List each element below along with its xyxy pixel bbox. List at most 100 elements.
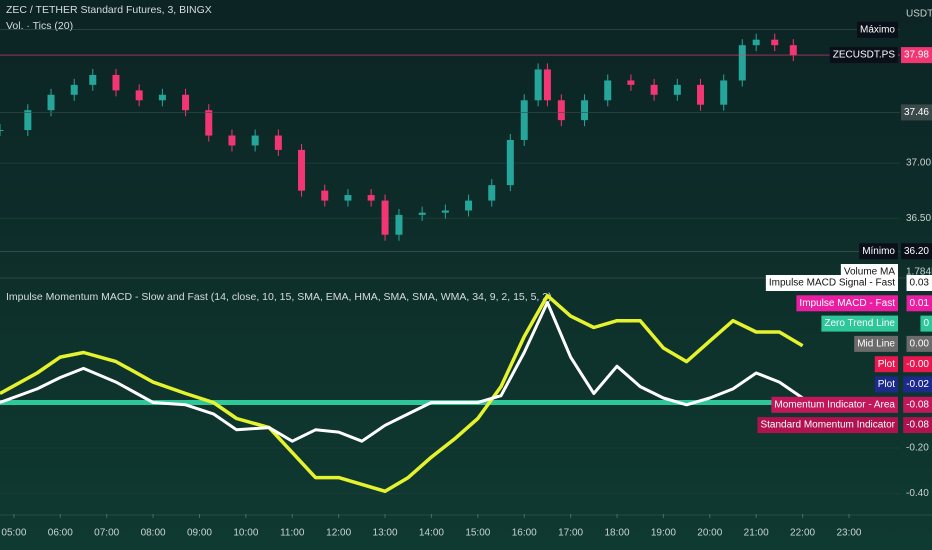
x-tick-label: 05:00 (1, 528, 26, 539)
volume-ma-value: 1.784K (906, 267, 932, 278)
candle-body (543, 69, 551, 101)
candle-body (627, 80, 635, 85)
legend-value: 0.00 (910, 339, 930, 350)
candle-body (47, 94, 55, 111)
volume-title: Vol. · Tics (20) (6, 20, 73, 32)
candle-body (251, 135, 259, 146)
candle-body (697, 84, 705, 105)
candle-body (789, 45, 797, 56)
x-tick-label: 16:00 (512, 528, 537, 539)
legend-value: 0 (923, 318, 929, 329)
legend-value: 0.01 (910, 298, 930, 309)
candle-body (738, 45, 746, 81)
legend-value: -0.08 (906, 399, 929, 410)
indicator-title: Impulse Momentum MACD - Slow and Fast (1… (6, 291, 552, 303)
candle-body (381, 200, 389, 235)
legend-name-box (874, 356, 898, 373)
legend-value-box (903, 417, 932, 434)
legend-value: -0.00 (906, 359, 929, 370)
candle-body (395, 214, 403, 235)
candle-body (418, 212, 426, 215)
candle-body (0, 130, 4, 132)
candle-body (465, 200, 473, 211)
legend-name-box (874, 376, 898, 393)
x-tick-label: 23:00 (836, 528, 861, 539)
candle-body (112, 74, 120, 91)
legend-name-box (771, 396, 898, 413)
x-tick-label: 19:00 (651, 528, 676, 539)
x-tick-label: 10:00 (233, 528, 258, 539)
y-tick-label: -0.20 (906, 443, 929, 454)
candle-body (604, 80, 612, 101)
candle-body (506, 139, 514, 186)
volume-ma-name: Volume MA (844, 267, 895, 278)
candle-body (205, 110, 213, 136)
legend-value: -0.02 (906, 379, 929, 390)
price-label-value: 37.46 (904, 107, 929, 118)
x-tick-label: 21:00 (744, 528, 769, 539)
candle-body (673, 84, 681, 95)
price-label-value-box (900, 243, 932, 260)
candle-body (89, 74, 97, 85)
candle-body (367, 195, 375, 201)
legend-name: Zero Trend Line (824, 318, 895, 329)
legend-name: Plot (878, 359, 895, 370)
legend-value-box (906, 295, 932, 312)
legend-value-box (906, 275, 932, 291)
candle-body (344, 195, 352, 201)
price-label-name: Máximo (860, 24, 895, 35)
candle-body (581, 100, 589, 121)
candle-body (520, 100, 528, 140)
y-tick-label: -0.40 (906, 488, 929, 499)
legend-value-box (906, 335, 932, 352)
candle-body (158, 94, 166, 101)
price-label-value-box (900, 104, 932, 121)
price-label-name-box (859, 243, 898, 260)
y-tick-label: 36.50 (906, 213, 931, 224)
x-tick-label: 14:00 (419, 528, 444, 539)
indicator-line (0, 293, 804, 494)
candle-body (752, 39, 760, 46)
legend-name-box (757, 417, 898, 434)
x-tick-label: 17:00 (558, 528, 583, 539)
legend-value: 0.03 (910, 278, 930, 289)
legend-name: Impulse MACD Signal - Fast (769, 278, 895, 289)
candle-body (135, 90, 143, 101)
indicator-line (0, 301, 804, 443)
x-tick-label: 09:00 (187, 528, 212, 539)
y-tick-label: 37.00 (906, 158, 931, 169)
candle-body (274, 135, 282, 150)
candle-body (228, 135, 236, 146)
candle-body (321, 190, 329, 201)
legend-name: Plot (878, 379, 895, 390)
x-tick-label: 12:00 (326, 528, 351, 539)
x-tick-label: 11:00 (280, 528, 305, 539)
legend-value-box (920, 315, 932, 332)
candle-body (298, 149, 306, 191)
x-tick-label: 15:00 (465, 528, 490, 539)
candle-body (24, 110, 32, 131)
x-tick-label: 08:00 (141, 528, 166, 539)
price-label-name: Mínimo (862, 246, 895, 257)
x-tick-label: 18:00 (604, 528, 629, 539)
legend-name-box (821, 315, 898, 332)
x-tick-label: 06:00 (48, 528, 73, 539)
candle-body (70, 84, 78, 95)
candle-body (720, 80, 728, 105)
candle-body (534, 69, 542, 101)
price-label-value-box (900, 47, 932, 64)
legend-value-box (903, 396, 932, 413)
candle-body (557, 100, 565, 121)
unit-label: USDT (906, 9, 932, 20)
x-tick-label: 22:00 (790, 528, 815, 539)
legend-name: Momentum Indicator - Area (774, 399, 895, 410)
legend-name: Impulse MACD - Fast (799, 298, 895, 309)
candle-body (441, 210, 449, 213)
x-tick-label: 20:00 (697, 528, 722, 539)
price-label-value: 36.20 (904, 246, 929, 257)
legend-name-box (796, 295, 898, 312)
legend-value-box (903, 376, 932, 393)
chart-title: ZEC / TETHER Standard Futures, 3, BINGX (6, 4, 212, 16)
